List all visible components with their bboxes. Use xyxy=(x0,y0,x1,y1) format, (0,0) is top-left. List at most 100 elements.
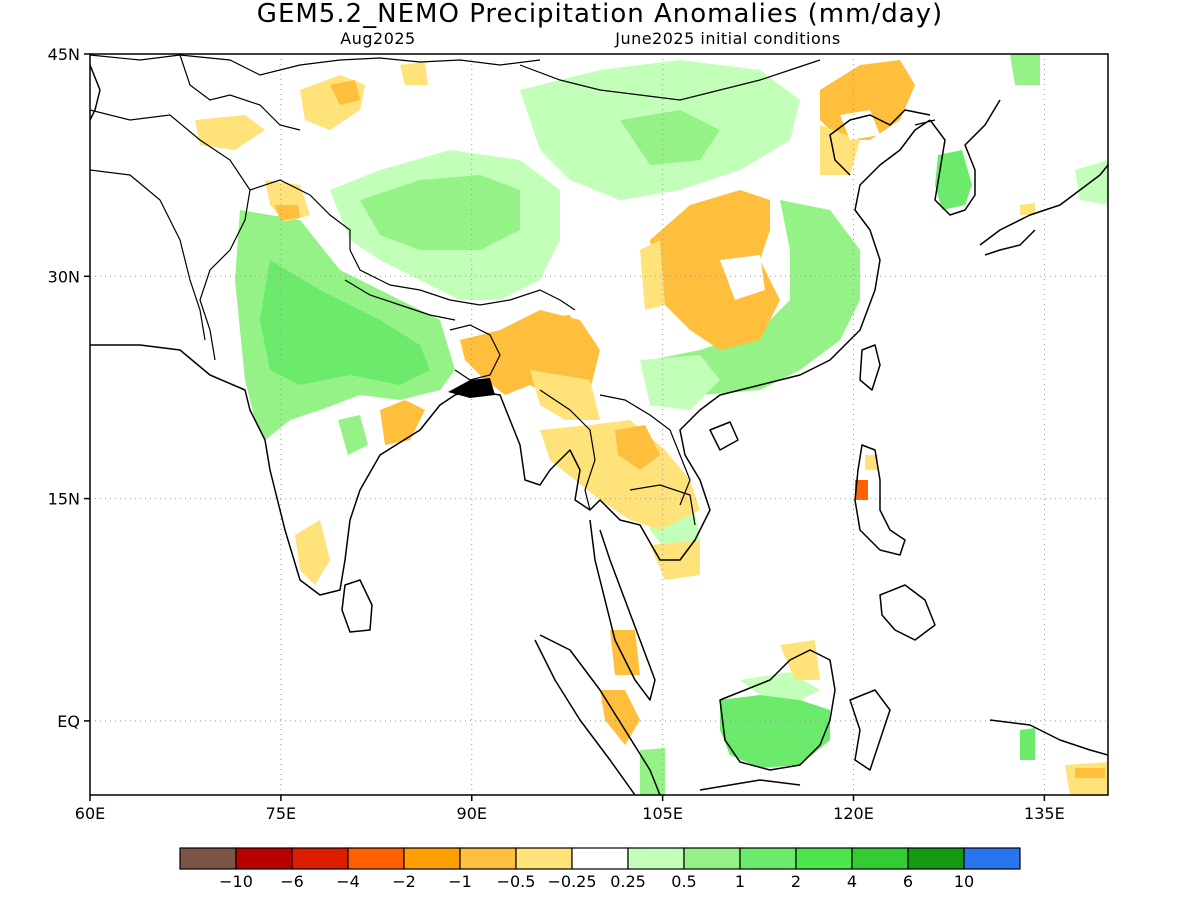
lon-tick-label: 135E xyxy=(1024,804,1065,823)
coastline-luzon xyxy=(854,444,906,556)
colorbar-swatch xyxy=(907,847,965,870)
coastline-sri-lanka xyxy=(341,579,373,633)
colorbar-label: 0.5 xyxy=(671,872,696,891)
political-borders xyxy=(90,54,936,526)
colorbar-swatch xyxy=(795,847,853,870)
anomaly-region-northeast-small xyxy=(1010,54,1040,85)
colorbar-swatch xyxy=(403,847,461,870)
colorbar-swatch xyxy=(963,847,1021,870)
colorbar-label: 10 xyxy=(954,872,974,891)
coastline-bohai xyxy=(829,109,931,176)
border-iran xyxy=(90,169,206,341)
colorbar-swatch xyxy=(627,847,685,870)
colorbar: −10 −6 −4 −2 −1 −0.5 −0.25 0.25 0.5 1 2 4 6 10 xyxy=(179,847,1021,891)
colorbar-swatch xyxy=(179,847,237,870)
anomaly-region-south-india xyxy=(295,520,330,585)
colorbar-label: −1 xyxy=(448,872,472,891)
lon-tick-label: 90E xyxy=(457,804,487,823)
anomaly-region-southeast-china xyxy=(650,200,860,395)
anomaly-region-laos-core xyxy=(615,425,660,470)
coastline-caspian xyxy=(90,64,101,121)
lon-tick-label: 105E xyxy=(642,804,683,823)
coastline-hainan xyxy=(709,421,739,451)
chart-title: GEM5.2_NEMO Precipitation Anomalies (mm/… xyxy=(257,0,943,29)
colorbar-label: −10 xyxy=(219,872,253,891)
anomaly-region-bay-of-bengal xyxy=(380,400,425,445)
border-laos-vietnam xyxy=(599,394,691,506)
colorbar-swatch xyxy=(515,847,573,870)
anomaly-region-luzon xyxy=(855,480,868,500)
colorbar-label: 4 xyxy=(847,872,857,891)
anomaly-region-sichuan-gap xyxy=(720,255,765,300)
anomaly-region-pacific-east-core xyxy=(1075,768,1105,778)
colorbar-label: 0.25 xyxy=(610,872,646,891)
anomaly-region-myanmar-core xyxy=(520,315,585,365)
border-central-asia-inner xyxy=(179,54,301,131)
colorbar-label: −0.5 xyxy=(497,872,536,891)
anomaly-region-myanmar-edge xyxy=(530,370,600,420)
colorbar-label: 6 xyxy=(903,872,913,891)
anomaly-region-new-guinea xyxy=(1020,728,1035,760)
lat-tick-label: 15N xyxy=(48,490,80,509)
anomaly-region-japan-small xyxy=(1020,203,1035,215)
longitude-axis: 60E 75E 90E 105E 120E 135E xyxy=(75,795,1065,823)
colorbar-swatch xyxy=(739,847,797,870)
latitude-axis: 45N 30N 15N EQ xyxy=(48,45,90,731)
anomaly-shading xyxy=(195,54,1108,795)
lon-tick-label: 60E xyxy=(75,804,105,823)
anomaly-region-korea xyxy=(935,150,972,210)
anomaly-region-sumatra-south xyxy=(640,748,665,795)
border-central-asia xyxy=(90,54,541,76)
anomaly-region-mongolia-core xyxy=(620,110,720,165)
coastline-java xyxy=(699,779,801,791)
coastline-taiwan xyxy=(859,344,881,391)
colorbar-label: 1 xyxy=(735,872,745,891)
anomaly-region-himalaya-west-core xyxy=(275,205,300,220)
anomaly-region-borneo xyxy=(720,695,830,768)
border-afghan-pak xyxy=(90,109,251,361)
coastline-sulawesi xyxy=(849,689,891,771)
anomaly-region-kazakh-core xyxy=(330,80,360,105)
anomaly-region-malay xyxy=(610,630,640,675)
anomaly-region-southeast-china-edge xyxy=(640,355,720,410)
coastline-sumatra xyxy=(539,634,661,795)
border-india-china xyxy=(249,179,576,311)
anomaly-region-pacific-east xyxy=(1065,762,1108,795)
coastline-malay-peninsula xyxy=(589,519,656,701)
anomaly-region-afghan xyxy=(195,115,265,150)
colorbar-swatch xyxy=(571,847,629,870)
colorbar-swatch xyxy=(347,847,405,870)
coastline-new-guinea xyxy=(989,719,1108,756)
coastline-borneo xyxy=(719,649,836,771)
anomaly-region-tibet-core xyxy=(360,175,520,250)
anomaly-region-luzon-edge xyxy=(865,455,878,470)
border-mongolia-china xyxy=(519,59,821,101)
anomaly-region-sumatra xyxy=(600,690,640,745)
colorbar-swatch xyxy=(459,847,517,870)
lat-tick-label: EQ xyxy=(57,712,80,731)
anomaly-region-north-small xyxy=(400,62,428,85)
colorbar-swatch xyxy=(291,847,349,870)
coastlines xyxy=(90,64,1108,795)
anomaly-region-sichuan-edge xyxy=(640,240,665,310)
coastline-korea xyxy=(929,99,1001,216)
lat-tick-label: 45N xyxy=(48,45,80,64)
border-cambodia xyxy=(629,484,696,526)
border-korea-china xyxy=(914,119,936,126)
map-area xyxy=(90,54,1108,795)
anomaly-region-india-core xyxy=(260,260,430,385)
anomaly-region-japan-east xyxy=(1075,160,1108,205)
lon-tick-label: 75E xyxy=(266,804,296,823)
colorbar-label: −2 xyxy=(392,872,416,891)
coastline-japan-south xyxy=(984,229,1036,256)
lon-tick-label: 120E xyxy=(833,804,874,823)
colorbar-label: −0.25 xyxy=(547,872,596,891)
ganges-delta-detail xyxy=(448,378,495,398)
border-myanmar-thailand xyxy=(539,389,596,511)
colorbar-swatch xyxy=(851,847,909,870)
coastline-sumatra-west xyxy=(534,639,636,795)
colorbar-swatch xyxy=(683,847,741,870)
anomaly-region-sichuan xyxy=(650,190,780,350)
anomaly-region-bay-small xyxy=(338,415,368,455)
